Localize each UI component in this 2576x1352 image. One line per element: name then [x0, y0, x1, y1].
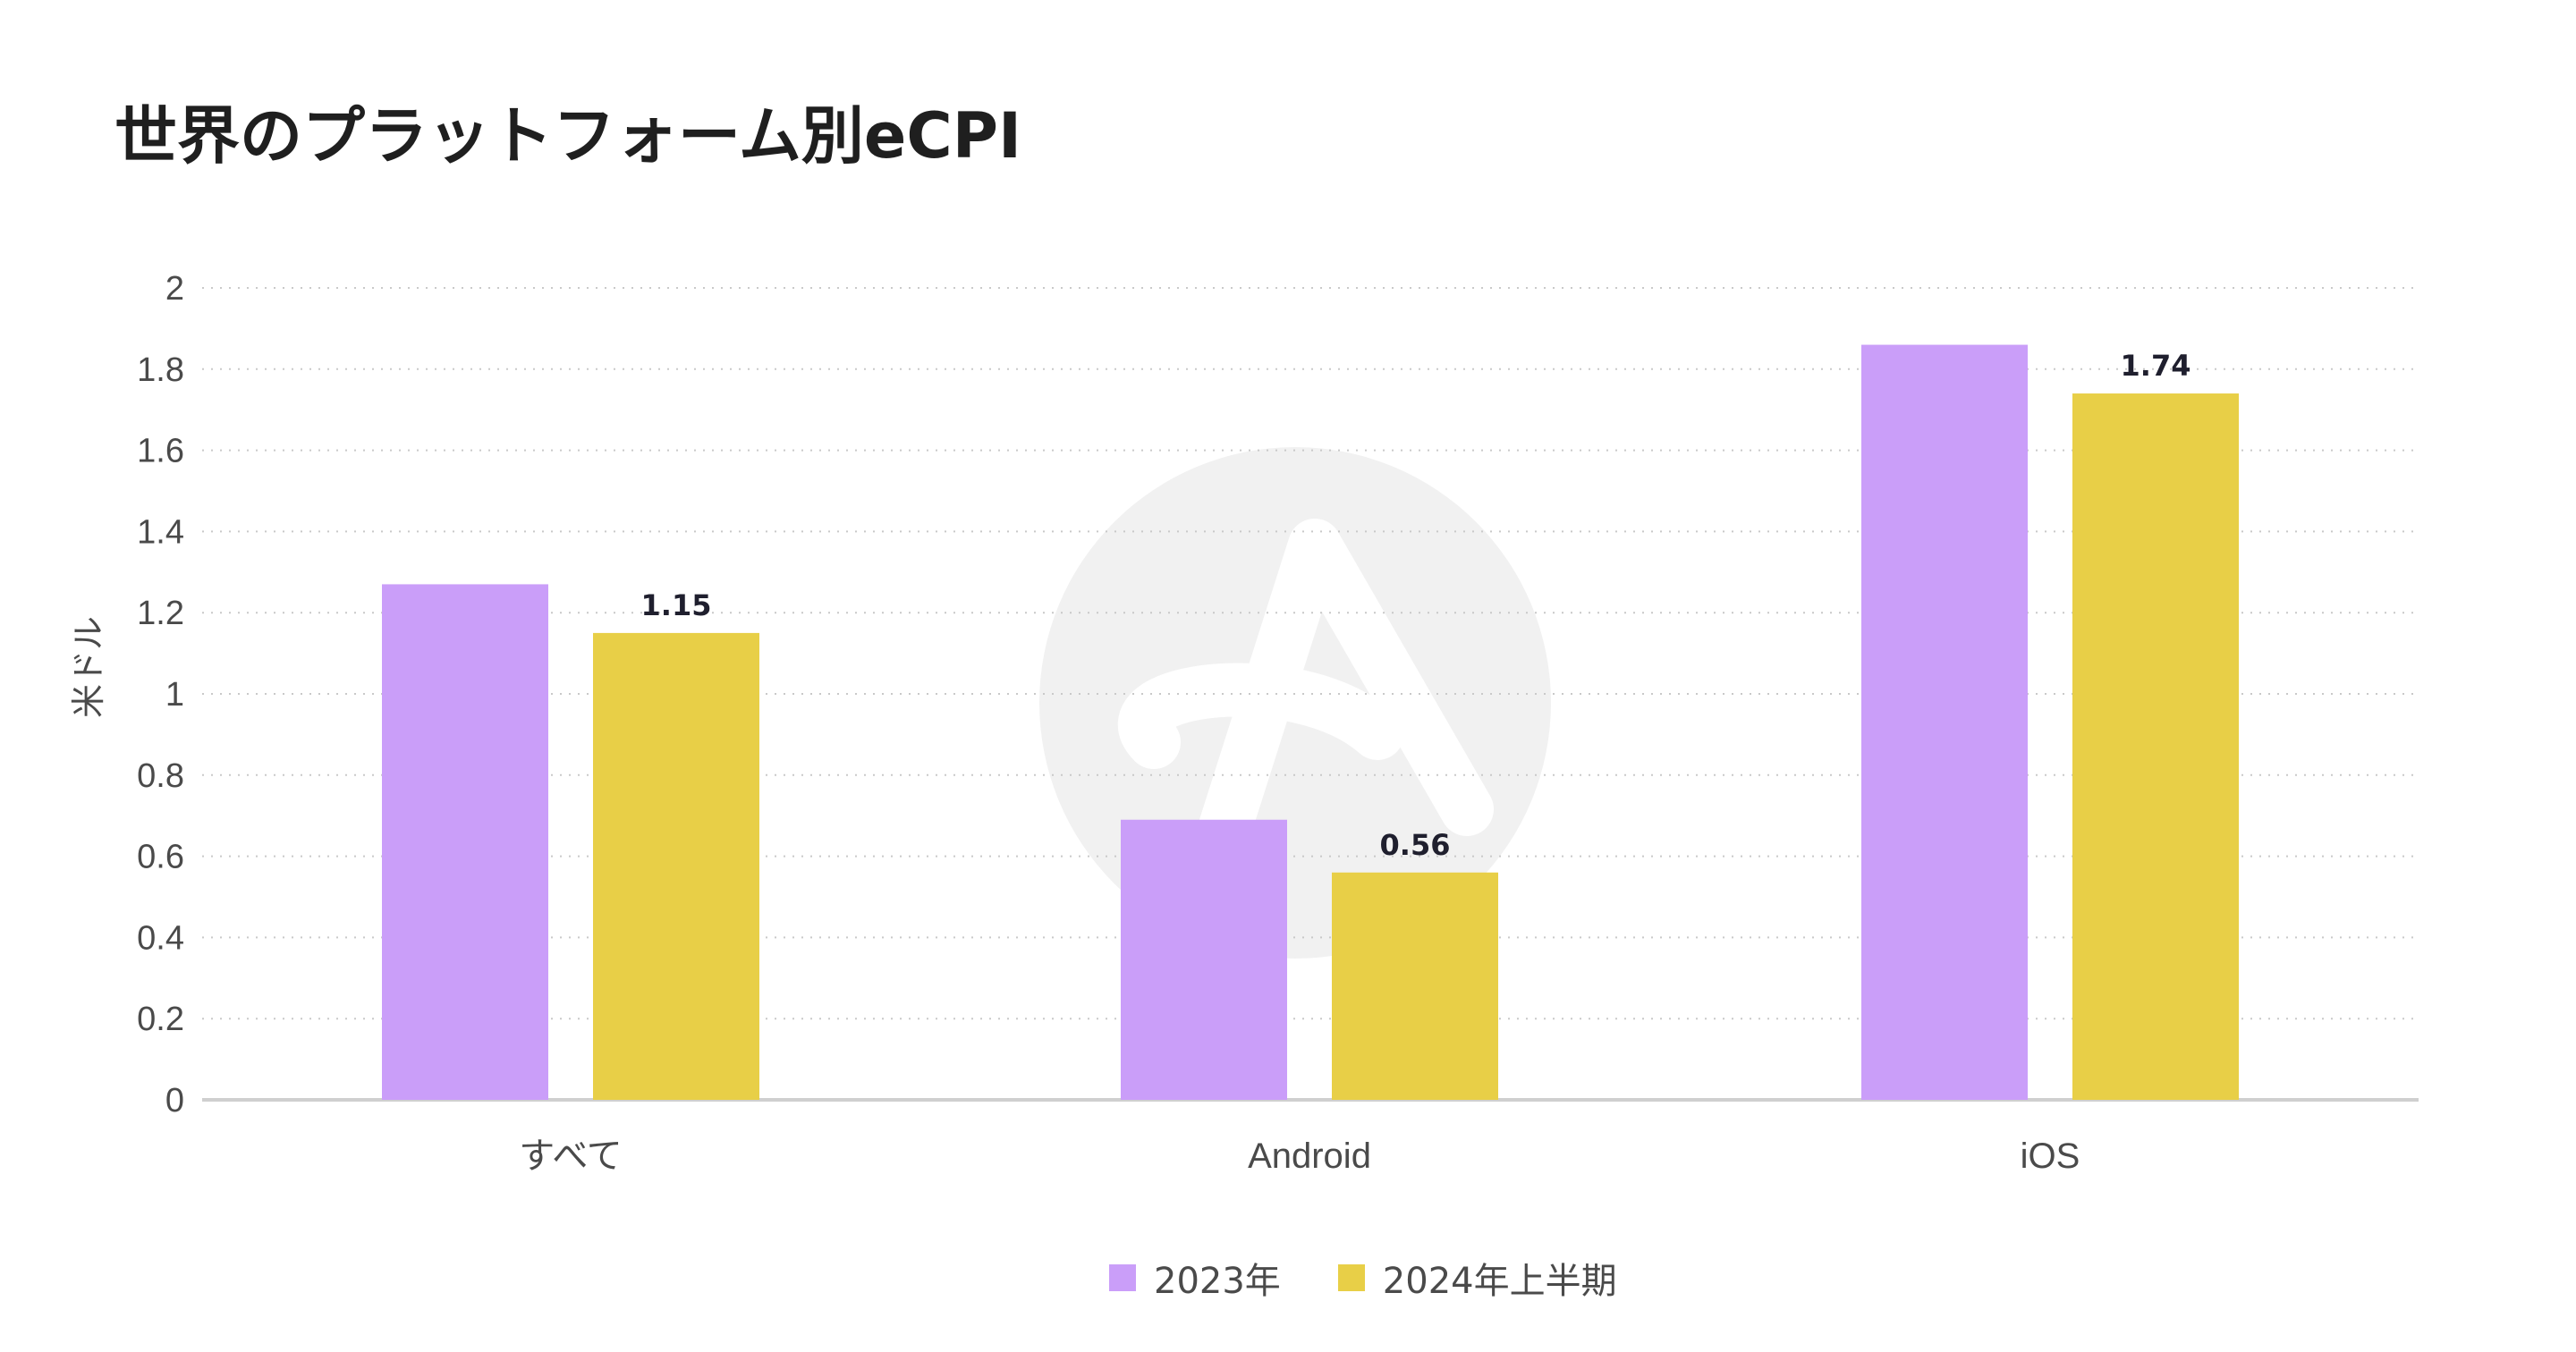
y-tick-label: 0 — [165, 1082, 184, 1120]
y-tick-label: 0.6 — [137, 839, 184, 876]
y-tick-label: 1 — [165, 676, 184, 714]
legend-label-2023: 2023年 — [1154, 1261, 1281, 1302]
y-tick-label: 0.8 — [137, 757, 184, 795]
bar-2024h1-0 — [593, 632, 759, 1100]
x-tick-label: iOS — [2021, 1137, 2080, 1176]
legend-swatch-2023 — [1109, 1264, 1136, 1291]
bar-2023-1 — [1121, 819, 1287, 1100]
y-tick-label: 0.4 — [137, 919, 184, 957]
x-axis-categories: すべて Android iOS — [519, 1137, 2080, 1176]
legend-label-2024h1: 2024年上半期 — [1382, 1261, 1617, 1302]
bars — [382, 344, 2239, 1100]
legend-item-2023: 2023年 — [1109, 1252, 1281, 1304]
value-labels: 1.15 0.56 1.74 — [641, 349, 2191, 862]
legend-swatch-2024h1 — [1337, 1264, 1365, 1291]
legend: 2023年 2024年上半期 — [1109, 1252, 1617, 1304]
x-tick-label: すべて — [519, 1137, 623, 1176]
grid-lines — [202, 287, 2419, 1102]
y-tick-label: 1.4 — [137, 513, 184, 551]
legend-item-2024h1: 2024年上半期 — [1337, 1252, 1617, 1304]
bar-2024h1-1 — [1332, 872, 1498, 1100]
y-tick-label: 2 — [165, 270, 184, 308]
bar-2023-0 — [382, 584, 548, 1100]
y-tick-label: 1.6 — [137, 433, 184, 470]
y-axis-label: 米ドル — [69, 616, 108, 718]
bar-2024h1-2 — [2072, 393, 2239, 1100]
data-label: 1.74 — [2121, 349, 2191, 383]
y-tick-label: 1.2 — [137, 595, 184, 632]
chart-title: 世界のプラットフォーム別eCPI — [114, 99, 1022, 173]
data-label: 0.56 — [1380, 828, 1451, 862]
data-label: 1.15 — [641, 588, 712, 622]
bar-2023-2 — [1861, 344, 2028, 1100]
y-tick-label: 1.8 — [137, 351, 184, 389]
y-tick-label: 0.2 — [137, 1001, 184, 1038]
y-axis-ticks: 0 0.2 0.4 0.6 0.8 1 1.2 1.4 1.6 1.8 2 — [137, 270, 184, 1120]
x-tick-label: Android — [1248, 1137, 1371, 1176]
